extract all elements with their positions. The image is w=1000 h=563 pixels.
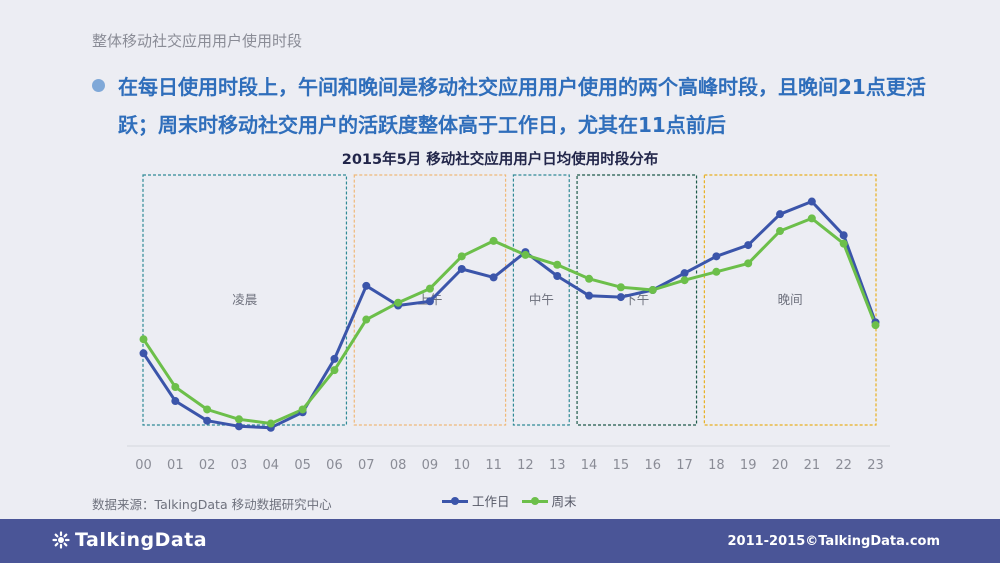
line-chart: 凌晨上午中午下午晚间 00010203040506070809101112131… (127, 174, 890, 473)
bullet-dot (92, 79, 105, 92)
series-0-point (234, 422, 243, 431)
x-tick-label: 01 (167, 458, 184, 473)
footer-bar: TalkingData 2011-2015©TalkingData.com (0, 519, 1000, 563)
series-1-point (553, 260, 562, 269)
series-1-point (648, 286, 657, 295)
x-tick-label: 23 (867, 458, 884, 473)
legend-swatch-workday (442, 496, 468, 506)
series-1-point (616, 283, 625, 292)
series-0-point (585, 291, 594, 300)
period-label-2: 中午 (529, 292, 554, 307)
data-source: 数据来源：TalkingData 移动数据研究中心 (92, 497, 332, 512)
x-tick-label: 11 (485, 458, 502, 473)
series-1-point (139, 335, 148, 344)
x-tick-label: 10 (453, 458, 470, 473)
series-0-point (553, 271, 562, 280)
x-tick-label: 12 (517, 458, 534, 473)
x-tick-label: 00 (135, 458, 152, 473)
legend-swatch-weekend (521, 496, 548, 506)
x-tick-label: 05 (294, 458, 311, 473)
series-1-point (839, 239, 848, 248)
series-1-point (585, 274, 594, 283)
series-0-point (330, 354, 339, 363)
series-0-point (457, 264, 466, 273)
period-box-2 (512, 174, 570, 426)
series-0-point (171, 397, 180, 406)
period-box-1 (353, 174, 507, 426)
logo-text: TalkingData (75, 529, 208, 551)
series-1-point (394, 298, 403, 307)
legend-item-workday: 工作日 (442, 491, 510, 510)
x-tick-label: 16 (644, 458, 661, 473)
legend-label-weekend: 周末 (551, 494, 577, 509)
headline: 在每日使用时段上，午间和晚间是移动社交应用用户使用的两个高峰时段，且晚间21点更… (118, 75, 926, 137)
x-tick-label: 13 (549, 458, 566, 473)
series-1-point (712, 267, 721, 276)
legend: 工作日 周末 (442, 491, 589, 510)
x-tick-label: 02 (199, 458, 216, 473)
talkingdata-logo: TalkingData (52, 529, 207, 551)
series-line-0 (142, 200, 877, 430)
series-line-1 (142, 216, 877, 425)
series-1-point (330, 366, 339, 375)
series-1-point (680, 276, 689, 285)
series-0-point (616, 293, 625, 302)
x-tick-label: 07 (358, 458, 375, 473)
series-1-point (298, 405, 307, 414)
x-tick-label: 09 (422, 458, 439, 473)
x-tick-label: 08 (390, 458, 407, 473)
series-1-point (425, 284, 434, 293)
copyright: 2011-2015©TalkingData.com (727, 534, 940, 549)
series-0-point (776, 210, 785, 219)
legend-label-workday: 工作日 (472, 494, 510, 509)
x-tick-label: 17 (676, 458, 693, 473)
series-0-point (839, 231, 848, 240)
logo-icon (52, 531, 70, 549)
series-1-point (203, 405, 212, 414)
series-0-point (203, 416, 212, 425)
chart-title: 2015年5月 移动社交应用用户日均使用时段分布 (341, 152, 659, 168)
section-title: 整体移动社交应用用户使用时段 (92, 32, 303, 50)
series-1-point (871, 321, 880, 330)
period-box-4 (703, 174, 877, 426)
legend-item-weekend: 周末 (521, 491, 577, 510)
period-label-0: 凌晨 (232, 292, 258, 307)
series-1-point (521, 250, 530, 259)
series-0-point (807, 197, 816, 206)
series-0-point (680, 269, 689, 278)
series-1-point (362, 315, 371, 324)
series-1-point (807, 214, 816, 223)
x-tick-label: 04 (263, 458, 280, 473)
series-1-point (776, 227, 785, 236)
series-1-point (171, 382, 180, 391)
series-0-point (425, 297, 434, 306)
series-0-point (362, 281, 371, 290)
series-0-point (489, 273, 498, 282)
period-label-4: 晚间 (778, 292, 803, 307)
x-tick-label: 21 (804, 458, 821, 473)
x-tick-label: 15 (613, 458, 630, 473)
series-0-point (744, 241, 753, 250)
x-tick-label: 06 (326, 458, 343, 473)
x-tick-label: 14 (581, 458, 598, 473)
series-0-point (712, 252, 721, 261)
x-tick-label: 20 (772, 458, 789, 473)
series-1-point (234, 415, 243, 424)
series-1-point (489, 236, 498, 245)
x-tick-label: 03 (231, 458, 248, 473)
series-0-point (139, 349, 148, 358)
x-tick-label: 22 (835, 458, 852, 473)
x-tick-label: 19 (740, 458, 757, 473)
series-1-point (266, 419, 275, 428)
x-tick-label: 18 (708, 458, 725, 473)
series-1-point (744, 259, 753, 268)
period-box-0 (142, 174, 348, 426)
series-1-point (457, 252, 466, 261)
